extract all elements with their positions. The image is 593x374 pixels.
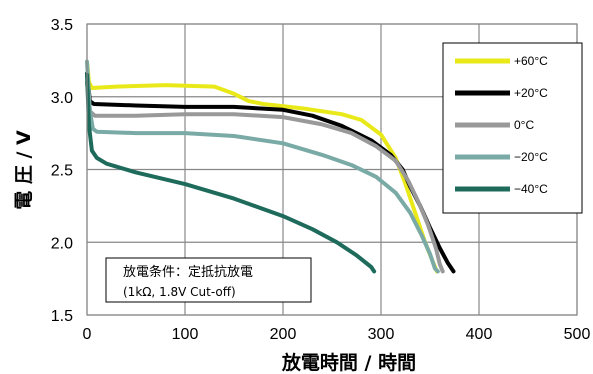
x-tick-label: 300 [368, 326, 395, 343]
series-line-2 [85, 80, 445, 274]
legend-label-4: −40°C [514, 182, 548, 196]
legend-label-3: −20°C [514, 150, 548, 164]
x-tick-label: 200 [270, 326, 297, 343]
x-tick-label: 400 [466, 326, 493, 343]
legend-label-0: +60°C [514, 54, 548, 68]
series-line-3 [85, 59, 440, 274]
condition-note-line2: (1kΩ, 1.8V Cut-off) [123, 285, 236, 299]
y-tick-label: 2.5 [51, 163, 73, 180]
condition-note: 放電条件：定抵抗放電 (1kΩ, 1.8V Cut-off) [105, 257, 312, 303]
x-axis-title: 放電時間 / 時間 [281, 351, 416, 374]
x-tick-label: 500 [564, 326, 591, 343]
condition-note-line1: 放電条件：定抵抗放電 [123, 264, 253, 280]
y-tick-label: 3.0 [51, 90, 73, 107]
legend-label-2: 0°C [514, 118, 534, 132]
tick-labels: 0 100 200 300 400 500 1.5 2.0 2.5 3.0 3.5 [51, 17, 591, 343]
series-layer [85, 59, 456, 274]
y-axis-title: 電 圧 / V [13, 130, 35, 210]
series-line-0 [85, 59, 439, 274]
legend-box [442, 42, 583, 214]
legend: +60°C +20°C 0°C −20°C −40°C [442, 42, 583, 214]
y-tick-label: 2.0 [51, 235, 73, 252]
condition-note-box [105, 257, 312, 303]
y-tick-label: 3.5 [51, 17, 73, 34]
legend-label-1: +20°C [514, 86, 548, 100]
y-tick-label: 1.5 [51, 308, 73, 325]
x-tick-label: 0 [83, 326, 92, 343]
series-line-4 [85, 72, 377, 274]
x-tick-label: 100 [172, 326, 199, 343]
